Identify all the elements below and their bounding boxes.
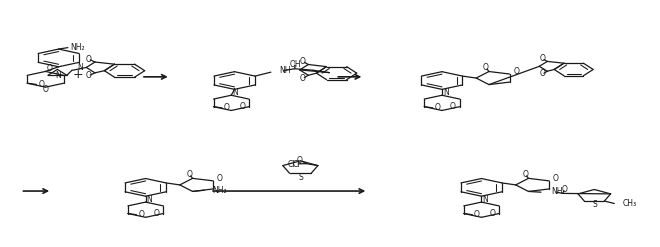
Text: O: O <box>540 54 546 63</box>
Text: Cl: Cl <box>292 160 300 169</box>
Text: O: O <box>224 103 230 112</box>
Text: O: O <box>482 63 488 72</box>
Text: O: O <box>217 174 222 183</box>
Text: O: O <box>85 71 91 80</box>
Text: S: S <box>593 200 597 209</box>
Text: NH: NH <box>551 187 562 196</box>
Text: O: O <box>300 74 306 83</box>
Text: O: O <box>450 102 456 111</box>
Text: O: O <box>46 64 52 73</box>
Text: OH: OH <box>290 60 302 69</box>
Text: O: O <box>154 209 160 218</box>
Text: O: O <box>186 170 192 179</box>
Text: NH₂: NH₂ <box>213 186 227 195</box>
Text: O: O <box>300 57 306 66</box>
Text: O: O <box>39 80 45 89</box>
Text: NH₂: NH₂ <box>71 43 85 52</box>
Text: +: + <box>73 68 84 81</box>
Text: O: O <box>296 156 302 165</box>
Text: O: O <box>562 185 568 194</box>
Text: CH₃: CH₃ <box>623 200 637 208</box>
Text: NH: NH <box>279 66 291 75</box>
Text: O: O <box>434 103 440 112</box>
Text: O: O <box>522 170 528 179</box>
Text: O: O <box>474 210 480 219</box>
Text: Cl: Cl <box>288 160 296 169</box>
Text: O: O <box>513 67 519 76</box>
Text: O: O <box>490 209 496 218</box>
Text: O: O <box>552 174 558 183</box>
Text: N: N <box>232 88 238 97</box>
Text: O: O <box>42 85 48 94</box>
Text: O: O <box>85 55 91 63</box>
Text: O: O <box>240 102 246 111</box>
Text: O: O <box>138 210 144 219</box>
Text: N: N <box>482 195 488 204</box>
Text: N: N <box>55 71 61 80</box>
Text: O: O <box>540 69 546 79</box>
Text: N: N <box>147 195 152 204</box>
Text: S: S <box>298 173 304 182</box>
Text: N: N <box>77 63 82 72</box>
Text: N: N <box>443 88 449 97</box>
